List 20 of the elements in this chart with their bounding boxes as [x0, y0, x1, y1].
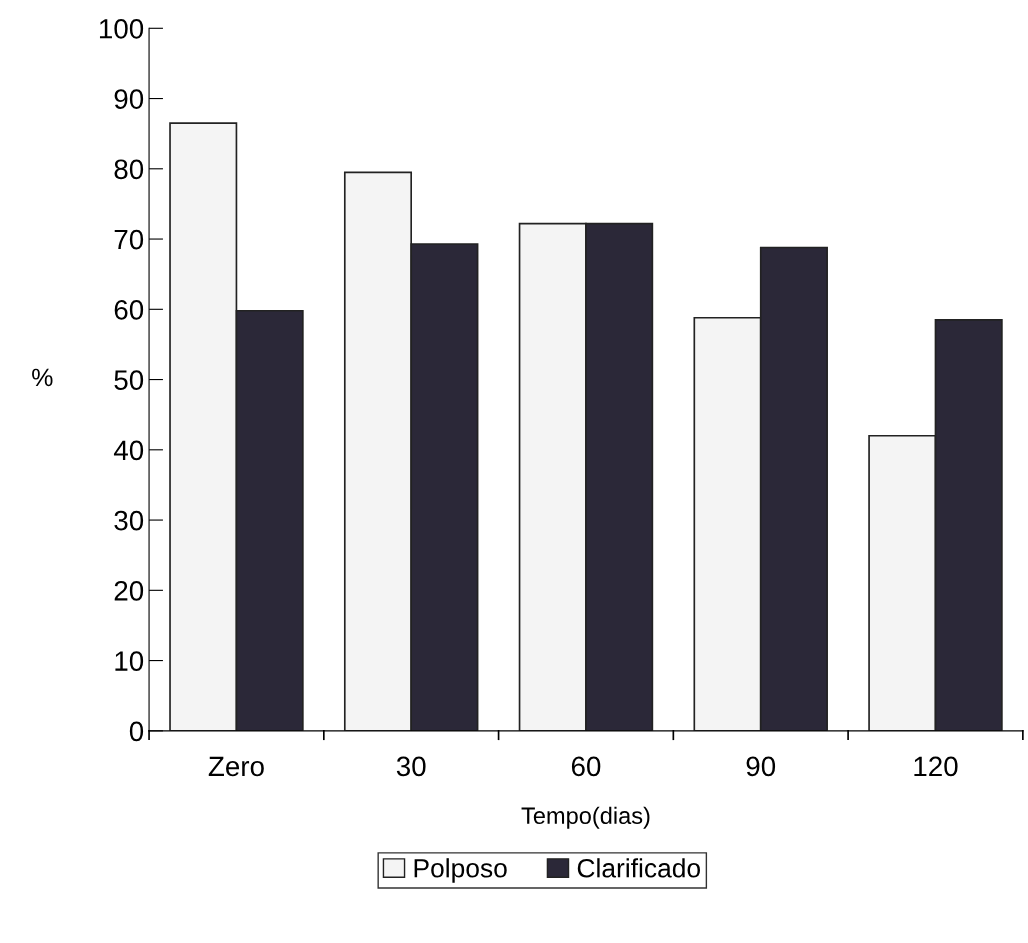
- x-tick-label: 90: [746, 756, 776, 777]
- y-tick-label: 0: [129, 721, 144, 742]
- x-axis-title: Tempo(dias): [521, 806, 650, 829]
- x-tick-label: Zero: [208, 756, 264, 777]
- y-tick-label: 40: [113, 440, 144, 461]
- y-tick-label: 20: [114, 580, 144, 601]
- legend-label: Clarificado: [577, 858, 700, 878]
- y-tick-label: 90: [114, 89, 144, 109]
- y-tick-label: 50: [114, 370, 144, 390]
- y-tick-label: 60: [114, 299, 144, 320]
- y-axis-title: %: [32, 368, 53, 387]
- x-tick-label: 60: [571, 756, 601, 777]
- legend-label: Polposo: [414, 858, 507, 883]
- y-tick-label: 100: [99, 18, 144, 39]
- y-tick-label: 80: [114, 159, 144, 180]
- y-tick-label: 10: [115, 651, 144, 671]
- y-tick-label: 30: [114, 510, 144, 531]
- x-tick-label: 120: [914, 756, 958, 777]
- x-tick-label: 30: [396, 756, 426, 777]
- y-tick-label: 70: [114, 229, 144, 250]
